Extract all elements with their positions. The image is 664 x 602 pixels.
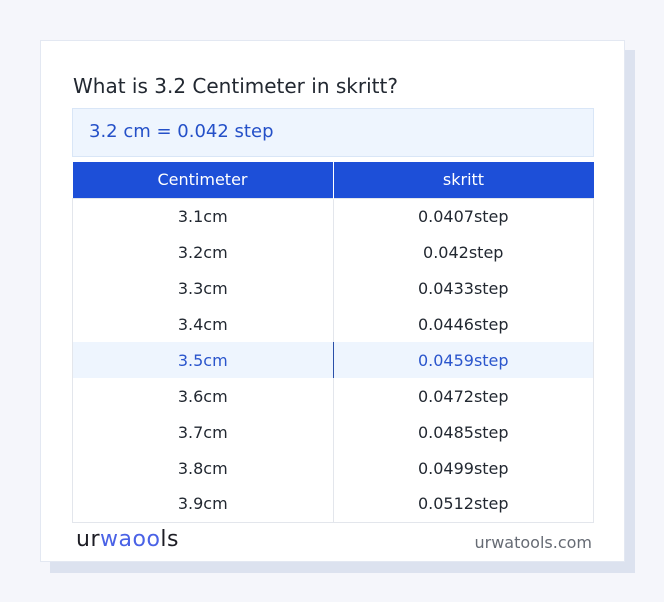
column-header-centimeter: Centimeter bbox=[72, 162, 334, 198]
site-url: urwatools.com bbox=[474, 533, 593, 552]
conversion-table: Centimeter skritt 3.1cm 0.0407step 3.2cm 0.… bbox=[72, 162, 594, 523]
table-row: 3.5cm 0.0459step bbox=[72, 342, 594, 378]
centimeter-cell: 3.8cm bbox=[72, 450, 334, 486]
table-header: Centimeter skritt bbox=[72, 162, 594, 198]
table-row: 3.1cm 0.0407step bbox=[72, 198, 594, 234]
centimeter-cell: 3.4cm bbox=[72, 306, 334, 342]
logo-part: oo bbox=[132, 527, 161, 552]
skritt-cell: 0.0407step bbox=[417, 206, 509, 226]
table-row: 3.8cm 0.0499step bbox=[72, 450, 594, 486]
centimeter-cell: 3.2cm bbox=[72, 234, 334, 270]
skritt-cell: 0.042step bbox=[423, 242, 504, 262]
logo-part: ls bbox=[160, 527, 179, 552]
table-row: 3.2cm 0.042step bbox=[72, 234, 594, 270]
skritt-cell: 0.0485step bbox=[417, 422, 509, 442]
centimeter-cell: 3.5cm bbox=[72, 342, 334, 378]
table-row: 3.7cm 0.0485step bbox=[72, 414, 594, 450]
conversion-card: What is 3.2 Centimeter in skritt? 3.2 cm… bbox=[40, 40, 625, 562]
centimeter-cell: 3.7cm bbox=[72, 414, 334, 450]
skritt-cell: 0.0433step bbox=[417, 278, 509, 298]
skritt-cell: 0.0446step bbox=[417, 314, 509, 334]
table-row: 3.9cm 0.0512step bbox=[72, 486, 594, 522]
logo-part: ur bbox=[76, 527, 100, 552]
page-title: What is 3.2 Centimeter in skritt? bbox=[73, 74, 398, 98]
centimeter-cell: 3.6cm bbox=[72, 378, 334, 414]
table-row: 3.4cm 0.0446step bbox=[72, 306, 594, 342]
table-row: 3.3cm 0.0433step bbox=[72, 270, 594, 306]
centimeter-cell: 3.1cm bbox=[72, 198, 334, 234]
table-row: 3.6cm 0.0472step bbox=[72, 378, 594, 414]
skritt-cell: 0.0499step bbox=[417, 458, 509, 478]
skritt-cell: 0.0512step bbox=[417, 494, 509, 514]
urwatools-logo: urwaools bbox=[76, 527, 179, 552]
skritt-cell: 0.0472step bbox=[417, 386, 509, 406]
conversion-result: 3.2 cm = 0.042 step bbox=[72, 108, 594, 157]
logo-part: wa bbox=[100, 527, 133, 552]
skritt-cell: 0.0459step bbox=[333, 342, 594, 378]
centimeter-cell: 3.3cm bbox=[72, 270, 334, 306]
centimeter-cell: 3.9cm bbox=[72, 486, 334, 522]
column-header-skritt: skritt bbox=[333, 162, 594, 198]
